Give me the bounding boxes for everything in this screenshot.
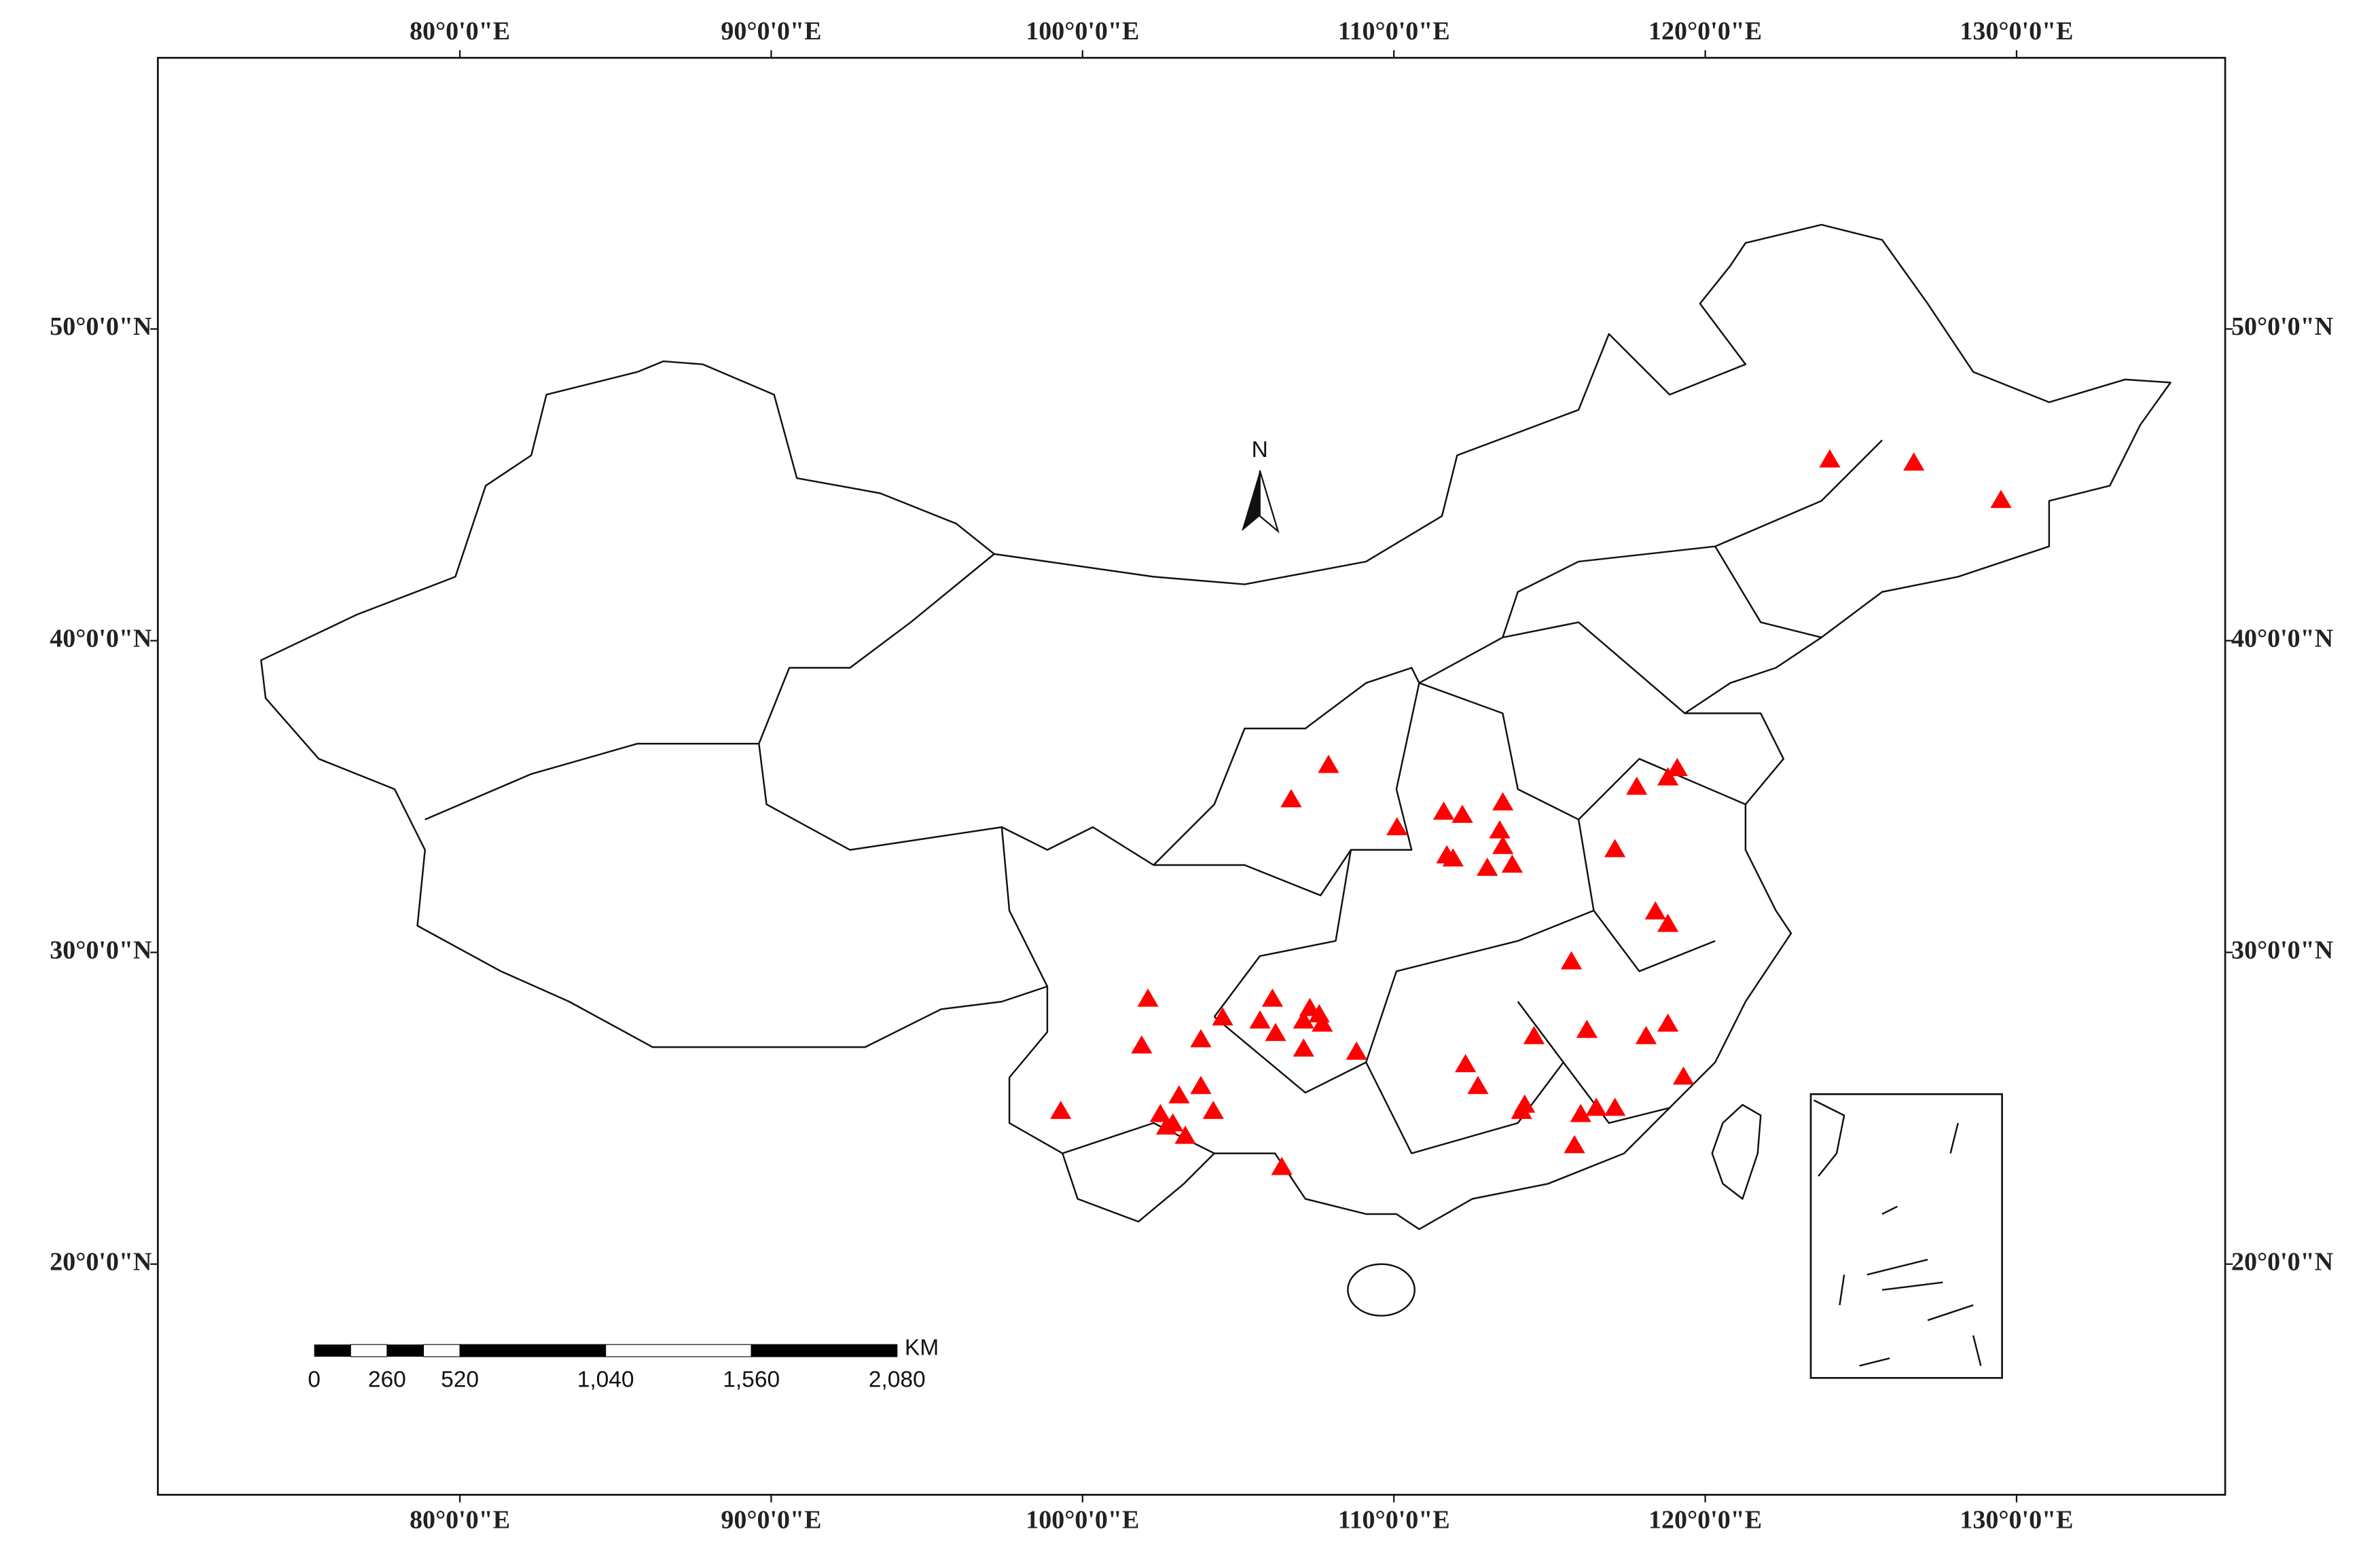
scale-segment	[751, 1344, 898, 1357]
site-marker	[1657, 913, 1679, 932]
north-arrow: N	[1241, 437, 1280, 534]
y-tick-label: 40°0'0"N	[2231, 624, 2333, 653]
site-marker	[1149, 1103, 1172, 1122]
country-outline	[260, 223, 2171, 1230]
x-tick-label: 100°0'0"E	[1026, 17, 1139, 45]
scale-segment	[314, 1344, 351, 1357]
site-marker	[1635, 1025, 1657, 1044]
inset-outline	[1813, 1099, 1982, 1367]
site-marker	[1644, 901, 1666, 920]
site-marker	[1212, 1007, 1233, 1026]
site-marker	[1501, 854, 1523, 873]
scale-segment	[386, 1344, 424, 1357]
scale-unit: KM	[905, 1336, 939, 1361]
site-marker	[1819, 449, 1841, 468]
site-marker	[1293, 1038, 1314, 1057]
site-marker	[1604, 839, 1626, 858]
site-marker	[1452, 805, 1473, 823]
y-tick-label: 30°0'0"N	[2231, 936, 2333, 964]
site-marker	[1523, 1025, 1545, 1044]
site-marker	[1442, 848, 1464, 867]
site-marker	[1467, 1076, 1489, 1095]
site-marker	[1190, 1029, 1212, 1048]
x-tick-label: 130°0'0"E	[1960, 1505, 2073, 1534]
x-tick-label: 90°0'0"E	[721, 1505, 821, 1534]
scale-label: 520	[441, 1368, 479, 1393]
x-tick-label: 120°0'0"E	[1648, 17, 1762, 45]
site-marker	[1261, 988, 1284, 1007]
x-tick-label: 110°0'0"E	[1338, 1505, 1450, 1534]
y-tick-label: 40°0'0"N	[50, 624, 151, 653]
site-marker	[1318, 754, 1339, 773]
site-marker	[1249, 1010, 1271, 1029]
site-marker	[1585, 1097, 1607, 1116]
province-borders	[425, 439, 1883, 1154]
site-marker	[1903, 452, 1925, 471]
y-tick-label: 50°0'0"N	[50, 312, 151, 341]
hainan-outline	[1347, 1263, 1416, 1317]
y-tick-label: 50°0'0"N	[2231, 312, 2333, 341]
scale-segment	[422, 1344, 461, 1357]
x-tick-label: 100°0'0"E	[1026, 1505, 1139, 1534]
north-label: N	[1252, 437, 1268, 462]
site-marker	[1293, 1010, 1314, 1029]
site-marker	[1626, 776, 1648, 795]
site-marker	[1265, 1023, 1286, 1042]
scale-label: 1,040	[577, 1368, 634, 1393]
scale-label: 260	[368, 1368, 406, 1393]
site-marker	[1564, 1135, 1585, 1154]
north-arrow-left	[1241, 470, 1260, 532]
site-marker	[1666, 758, 1688, 776]
scale-segment	[459, 1344, 607, 1357]
y-tick-label: 30°0'0"N	[50, 936, 151, 964]
site-marker	[1560, 951, 1583, 970]
scale-label: 0	[308, 1368, 321, 1393]
scale-segment	[350, 1344, 388, 1357]
site-marker	[1477, 858, 1498, 876]
inset	[1809, 1093, 2003, 1379]
site-marker	[1155, 1116, 1178, 1135]
site-marker	[1511, 1101, 1532, 1119]
site-marker	[1280, 789, 1302, 807]
site-marker	[1168, 1085, 1190, 1103]
y-tick-label: 20°0'0"N	[50, 1247, 151, 1276]
site-marker	[1346, 1041, 1367, 1060]
site-marker	[1131, 1035, 1153, 1054]
site-marker	[1174, 1125, 1196, 1144]
site-marker	[1570, 1103, 1591, 1122]
inset-frame	[1809, 1093, 2003, 1379]
site-marker	[1454, 1054, 1477, 1073]
site-marker	[1604, 1097, 1626, 1116]
site-marker	[1190, 1076, 1212, 1095]
x-tick-label: 130°0'0"E	[1960, 17, 2073, 45]
x-tick-label: 90°0'0"E	[721, 17, 821, 45]
site-marker	[1386, 817, 1408, 836]
x-tick-label: 80°0'0"E	[410, 17, 510, 45]
site-marker	[1657, 767, 1679, 786]
site-marker	[1990, 490, 2012, 509]
site-marker	[1492, 835, 1514, 854]
site-marker	[1202, 1101, 1224, 1119]
scale-label: 2,080	[869, 1368, 926, 1393]
site-marker	[1050, 1101, 1072, 1119]
north-arrow-right	[1259, 470, 1280, 534]
site-marker	[1312, 1013, 1333, 1032]
x-tick-label: 120°0'0"E	[1648, 1505, 1762, 1534]
site-marker	[1576, 1019, 1598, 1038]
site-marker	[1657, 1013, 1679, 1032]
site-marker	[1489, 820, 1511, 839]
site-marker	[1672, 1066, 1695, 1085]
x-tick-label: 110°0'0"E	[1338, 17, 1450, 45]
taiwan-outline	[1711, 1103, 1762, 1200]
site-marker	[1432, 801, 1455, 820]
site-marker	[1271, 1156, 1293, 1175]
y-tick-label: 20°0'0"N	[2231, 1247, 2333, 1276]
x-tick-label: 80°0'0"E	[410, 1505, 510, 1534]
scale-segment	[605, 1344, 752, 1357]
site-marker	[1492, 792, 1514, 811]
scale-label: 1,560	[723, 1368, 780, 1393]
site-marker	[1137, 988, 1159, 1007]
